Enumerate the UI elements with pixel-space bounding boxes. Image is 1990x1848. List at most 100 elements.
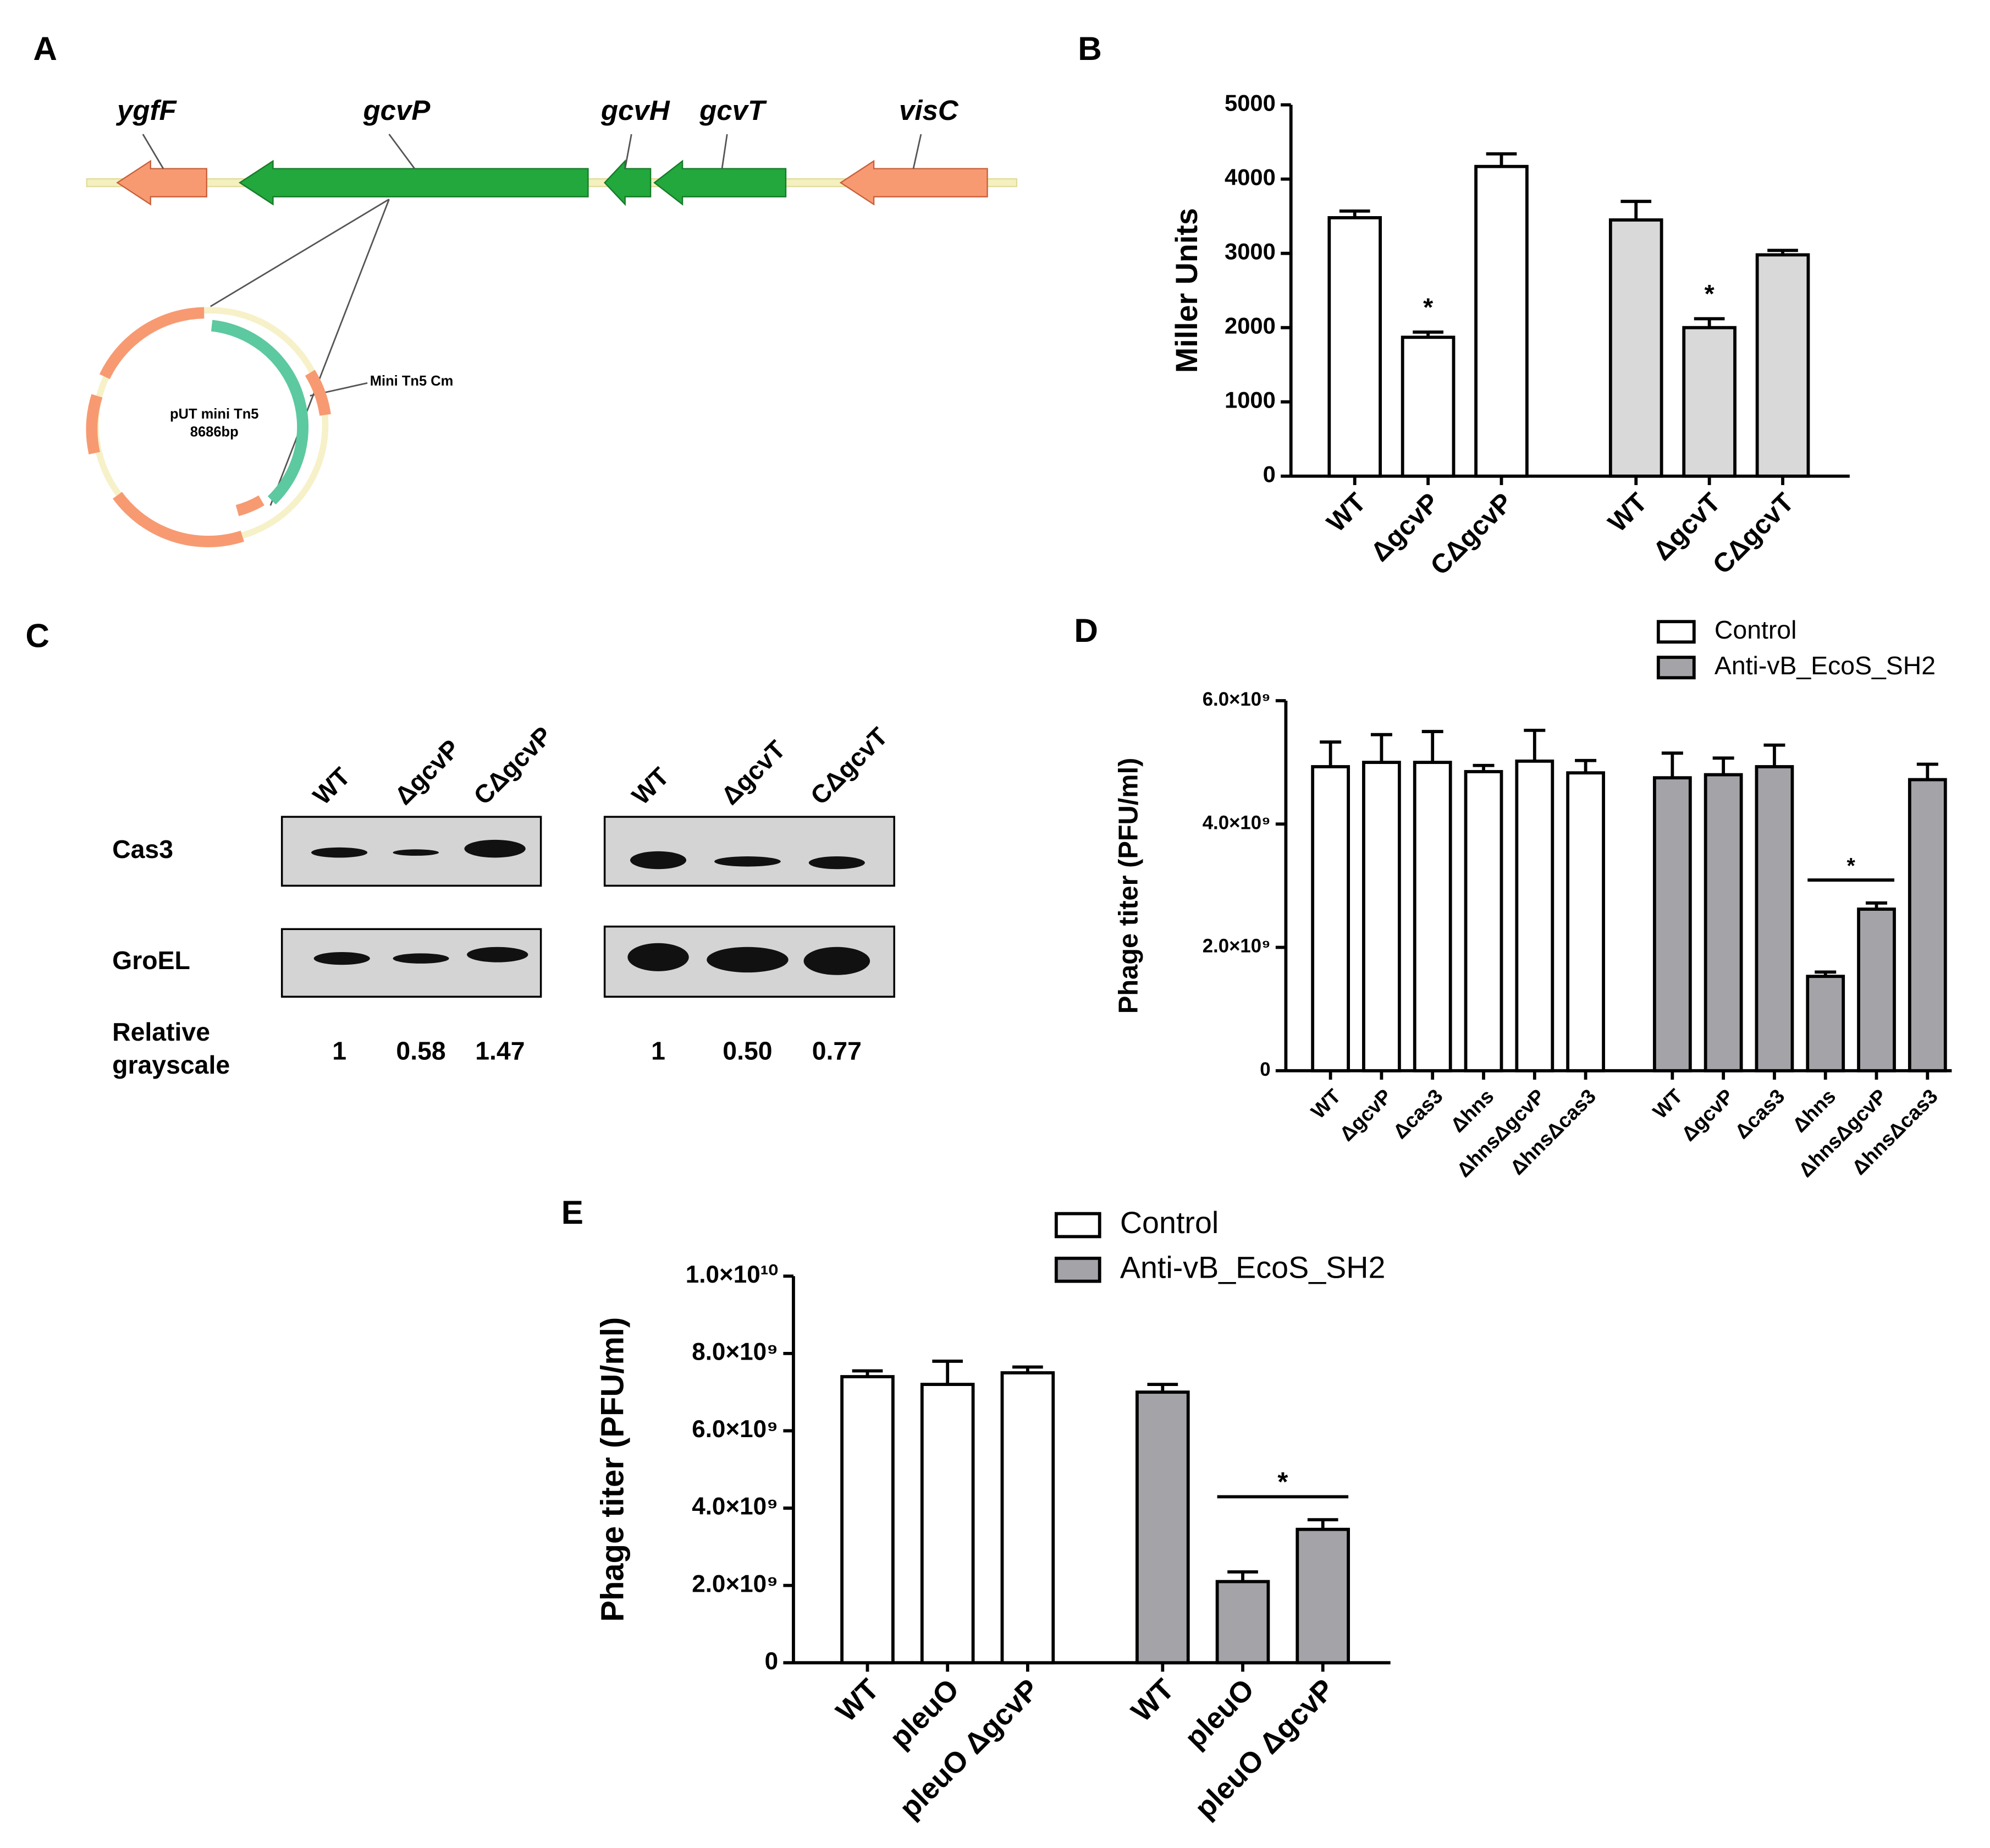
bar (1908, 778, 1947, 1072)
y-tick-label: 3000 (1225, 239, 1276, 265)
x-tick-label: pleuO ΔgcvP (894, 1673, 1045, 1825)
legend-swatch (1054, 1256, 1101, 1283)
bar (840, 1375, 895, 1665)
lane-label: WT (626, 762, 675, 810)
bar-chart: 0 2.0×10⁹ 4.0×10⁹ 6.0×10⁹ 8.0×10⁹ 1.0×10¹⁰ Pha… (595, 1206, 1391, 1825)
gene-arrow (653, 160, 787, 206)
x-tick-label: ΔgcvP (1335, 1084, 1396, 1145)
y-tick-label: 0 (1263, 461, 1276, 487)
legend-label: Anti-vB_EcoS_SH2 (1120, 1250, 1386, 1284)
western-blot: Cas3 GroEL Relative grayscale WT 1 ΔgcvP 0.… (112, 721, 895, 1079)
bar (1215, 1580, 1270, 1665)
y-tick-label: 4.0×10⁹ (1203, 812, 1271, 833)
bar (1515, 760, 1554, 1072)
bar (1682, 326, 1737, 478)
x-tick-label: WT (1125, 1673, 1181, 1728)
x-tick-label: WT (1321, 487, 1372, 538)
plasmid-features (86, 307, 331, 547)
bar (1806, 975, 1845, 1072)
x-tick-label: WT (830, 1673, 886, 1728)
significance-mark: * (1846, 854, 1855, 878)
x-tick-label: WT (1648, 1084, 1687, 1123)
bar (1401, 336, 1456, 478)
legend-swatch (1054, 1212, 1101, 1239)
y-tick-label: 2000 (1225, 313, 1276, 339)
legend-swatch (1656, 620, 1696, 644)
x-tick-label: Δcas3 (1730, 1084, 1789, 1143)
grayscale-value: 1 (651, 1037, 665, 1065)
y-tick-label: 4000 (1225, 164, 1276, 190)
bar (1652, 776, 1692, 1072)
grayscale-value: 1 (332, 1037, 346, 1065)
bar (1296, 1527, 1350, 1665)
bar (1327, 216, 1382, 478)
x-tick-label: pleuO ΔgcvP (1189, 1673, 1341, 1825)
bands (311, 839, 870, 975)
bar (1566, 771, 1605, 1072)
row-label: GroEL (112, 946, 190, 975)
gene-label: ygfF (115, 95, 178, 126)
blot (603, 816, 895, 887)
gene-label: visC (899, 95, 959, 126)
x-tick-label: Δcas3 (1388, 1084, 1447, 1143)
y-tick-label: 6.0×10⁹ (692, 1416, 778, 1443)
x-tick-label: CΔgcvP (1425, 487, 1518, 581)
bar (1311, 765, 1350, 1072)
bar (1857, 908, 1896, 1072)
row-label: grayscale (112, 1050, 230, 1079)
lane-label: WT (307, 762, 356, 810)
panel-label: A (33, 30, 57, 67)
grayscale-value: 0.77 (812, 1037, 862, 1065)
gene-map: ygfF gcvP gcvH gcvT visC pUT mini Tn5 86… (86, 95, 1018, 547)
panel-label: E (561, 1194, 583, 1231)
x-tick-label: ΔgcvP (1677, 1084, 1738, 1145)
plasmid-name: pUT mini Tn5 (170, 406, 259, 422)
y-tick-label: 1000 (1225, 387, 1276, 413)
lane-label: ΔgcvT (715, 735, 791, 810)
significance-mark: * (1277, 1467, 1288, 1497)
x-tick-label: CΔgcvT (1707, 487, 1800, 580)
y-tick-label: 5000 (1225, 90, 1276, 116)
x-tick-label: WT (1602, 487, 1653, 538)
lanes: WT 1 ΔgcvP 0.58 CΔgcvP 1.47 WT 1 ΔgcvT 0.50 CΔgcvT… (307, 721, 893, 1065)
gene-label: gcvH (600, 95, 670, 126)
bar (1755, 765, 1794, 1072)
legend-label: Control (1120, 1206, 1219, 1240)
gene-arrow (839, 160, 988, 206)
gene-arrow (604, 159, 652, 206)
bar (1000, 1371, 1055, 1665)
plasmid-size: 8686bp (190, 425, 239, 440)
grayscale-value: 0.58 (396, 1037, 445, 1065)
y-axis-label: Miller Units (1170, 208, 1204, 373)
panel-label: D (1074, 612, 1098, 649)
bar (1704, 773, 1743, 1072)
y-tick-label: 0 (765, 1648, 779, 1675)
grayscale-value: 0.50 (723, 1037, 772, 1065)
y-tick-label: 8.0×10⁹ (692, 1339, 778, 1366)
lane-label: CΔgcvT (805, 722, 894, 810)
x-tick-label: WT (1307, 1084, 1346, 1123)
lane-label: CΔgcvP (468, 721, 557, 810)
y-axis-label: Phage titer (PFU/ml) (595, 1317, 630, 1622)
significance-mark: * (1423, 293, 1433, 321)
significance-mark: * (1705, 279, 1715, 308)
row-label: Relative (112, 1018, 210, 1046)
y-tick-label: 2.0×10⁹ (692, 1570, 778, 1597)
y-tick-label: 6.0×10⁹ (1203, 689, 1271, 710)
gene-label: gcvT (699, 95, 767, 126)
y-tick-label: 4.0×10⁹ (692, 1493, 778, 1520)
bar (1135, 1390, 1190, 1665)
legend-label: Control (1715, 615, 1797, 644)
panel-label: C (25, 617, 49, 654)
bar (1474, 164, 1529, 478)
gene-label: gcvP (363, 95, 431, 126)
bar (1464, 770, 1503, 1072)
bar (920, 1383, 975, 1665)
gene-arrow (239, 160, 589, 206)
grayscale-value: 1.47 (475, 1037, 525, 1065)
bar-chart: 0 2.0×10⁹ 4.0×10⁹ 6.0×10⁹ Phage titer (PFU/m… (1113, 615, 1952, 1181)
legend-swatch (1656, 656, 1696, 680)
row-label: Cas3 (112, 835, 173, 864)
